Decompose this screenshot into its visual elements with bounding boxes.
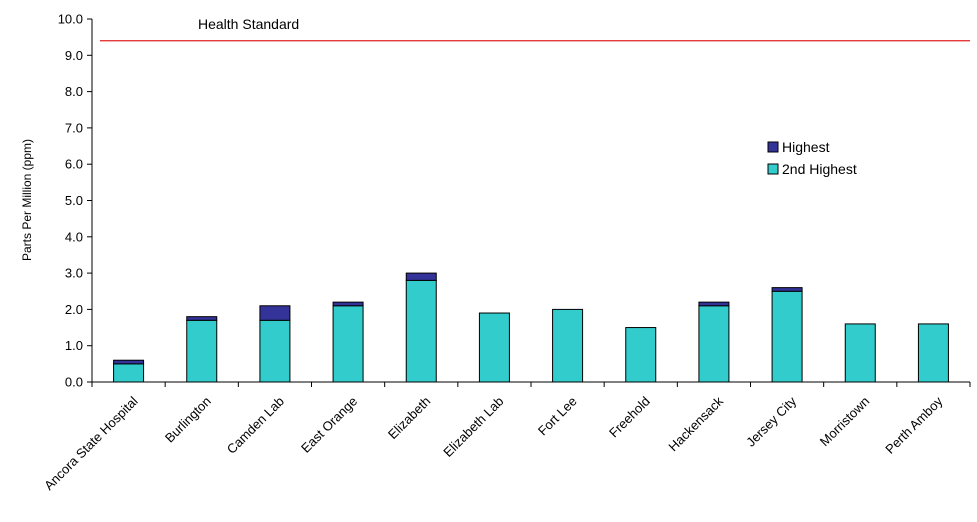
y-tick-label: 3.0: [65, 266, 83, 281]
bar-2nd-highest: [698, 305, 730, 383]
x-tick-label: Elizabeth: [385, 394, 433, 442]
bar-2nd-highest: [917, 323, 949, 383]
x-tick-label: Ancora State Hospital: [41, 393, 141, 493]
x-tick-label: Elizabeth Lab: [440, 394, 506, 460]
legend-label: Highest: [782, 139, 830, 155]
bar-2nd-highest: [113, 363, 145, 383]
y-tick-label: 2.0: [65, 302, 83, 317]
bar-highest: [405, 272, 437, 281]
x-tick-label: Perth Amboy: [882, 393, 946, 457]
y-axis-label: Parts Per Million (ppm): [20, 139, 34, 261]
y-tick-label: 7.0: [65, 120, 83, 135]
legend-swatch: [767, 163, 779, 175]
x-tick-label: Burlington: [162, 394, 214, 446]
bar-highest: [259, 305, 291, 321]
bar-highest: [698, 301, 730, 307]
y-tick-label: 1.0: [65, 338, 83, 353]
bar-2nd-highest: [625, 327, 657, 383]
y-tick-label: 10.0: [58, 12, 83, 27]
bar-highest: [771, 287, 803, 292]
legend-swatch: [767, 141, 779, 153]
x-tick-label: Hackensack: [665, 393, 726, 454]
bar-highest: [186, 316, 218, 321]
bar-2nd-highest: [844, 323, 876, 383]
y-tick-label: 0.0: [65, 375, 83, 390]
y-tick-label: 6.0: [65, 157, 83, 172]
x-tick-label: Morristown: [817, 394, 873, 450]
x-tick-label: Jersey City: [743, 393, 799, 449]
legend-label: 2nd Highest: [782, 161, 857, 177]
bar-2nd-highest: [405, 279, 437, 383]
bar-2nd-highest: [186, 319, 218, 383]
y-tick-label: 5.0: [65, 193, 83, 208]
plot-area: 0.0 1.0 2.0 3.0 4.0 5.0 6.0 7.0 8.0 9.0 10.0 Ancora…: [41, 12, 971, 493]
bar-2nd-highest: [259, 319, 291, 383]
y-tick-label: 8.0: [65, 84, 83, 99]
bar-highest: [332, 301, 364, 307]
y-tick-label: 9.0: [65, 48, 83, 63]
bar-2nd-highest: [332, 305, 364, 383]
health-standard-label: Health Standard: [198, 16, 299, 32]
bar-2nd-highest: [771, 290, 803, 383]
x-tick-label: East Orange: [298, 394, 360, 456]
x-tick-label: Fort Lee: [535, 394, 580, 439]
bar-2nd-highest: [552, 308, 584, 383]
bar-highest: [113, 359, 145, 365]
x-tick-label: Camden Lab: [224, 394, 287, 457]
x-tick-label: Freehold: [606, 394, 653, 441]
y-tick-label: 4.0: [65, 229, 83, 244]
bar-2nd-highest: [478, 312, 510, 383]
